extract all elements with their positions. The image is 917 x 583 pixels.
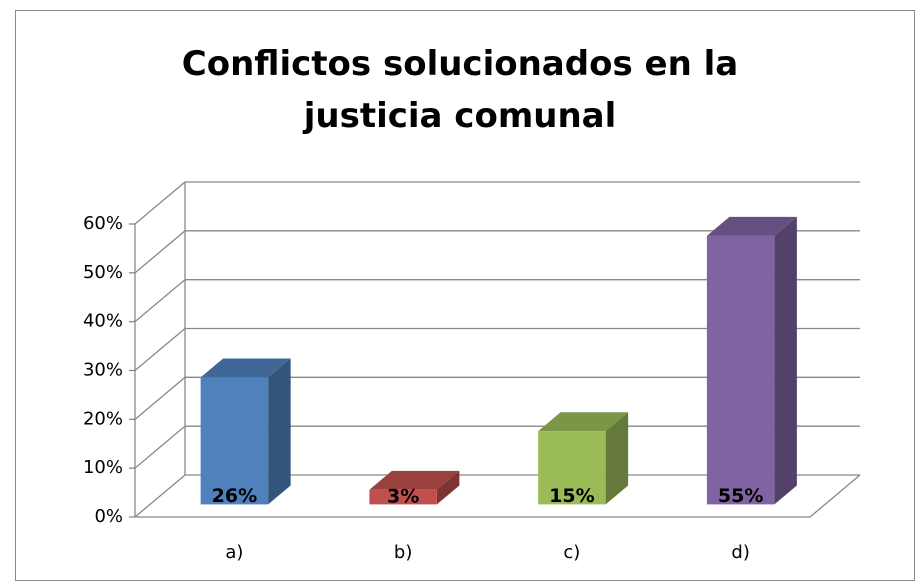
bar (369, 470, 460, 505)
y-tick-label: 0% (94, 506, 123, 527)
bar-top (200, 358, 291, 378)
y-tick-label: 30% (83, 360, 123, 381)
y-tick-label: 50% (83, 262, 123, 283)
y-tick-label: 40% (83, 311, 123, 332)
grid-line (134, 474, 860, 518)
bar-front (538, 431, 606, 505)
bar-side (436, 470, 460, 505)
chart-frame (15, 10, 915, 581)
value-label: 3% (387, 486, 419, 508)
value-label: 26% (212, 485, 257, 507)
y-tick-label: 60% (83, 213, 123, 234)
bar-front (200, 377, 269, 505)
bar-top (706, 216, 797, 236)
x-tick-label: c) (563, 542, 580, 563)
bar-side (605, 412, 629, 505)
x-tick-label: b) (394, 542, 412, 563)
chart-title: Conflictos solucionados en la justicia c… (181, 44, 739, 136)
bar (706, 216, 797, 505)
x-tick-label: a) (225, 542, 243, 563)
grid-line (134, 181, 860, 225)
y-tick-label: 20% (83, 408, 123, 429)
grid-line (134, 230, 860, 274)
y-tick-label: 10% (83, 457, 123, 478)
bar (200, 358, 291, 505)
grid-line (134, 279, 860, 323)
bar-top (538, 412, 629, 432)
grid-line (134, 327, 860, 371)
bar-top (369, 470, 460, 490)
bar (538, 412, 629, 505)
value-label: 55% (718, 485, 763, 507)
bar-side (268, 358, 291, 505)
bar-front (706, 235, 775, 505)
bar-front (369, 489, 437, 505)
value-label: 15% (549, 485, 594, 507)
grid-line (134, 376, 860, 420)
bar-side (774, 216, 797, 505)
floor (135, 474, 861, 518)
x-tick-label: d) (731, 542, 749, 563)
grid-line (134, 425, 860, 469)
